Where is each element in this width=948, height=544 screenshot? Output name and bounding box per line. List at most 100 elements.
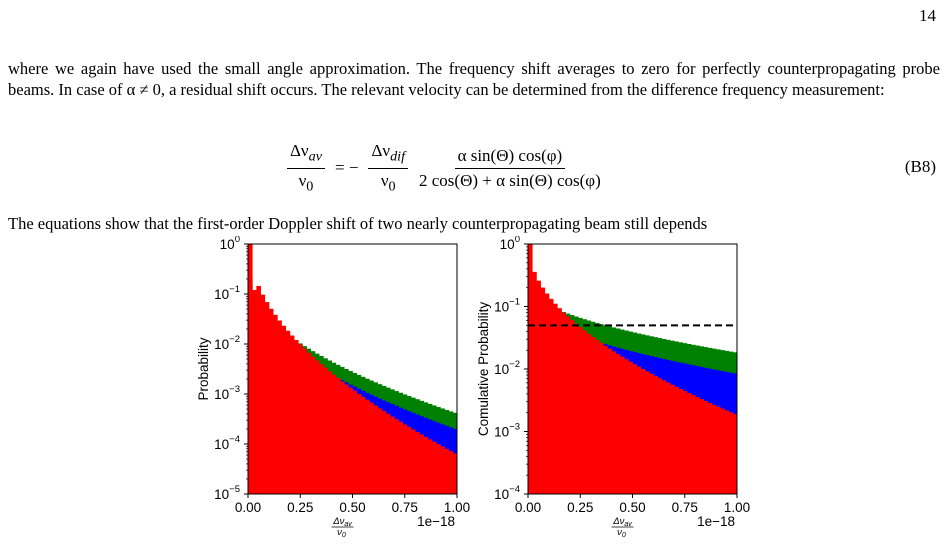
x-tick-label: 0.50 [619, 500, 645, 515]
histogram-bar [611, 351, 617, 494]
histogram-bar [569, 320, 575, 494]
histogram-bar [411, 429, 416, 494]
series-3-bars [528, 244, 738, 494]
histogram-bar [619, 356, 625, 494]
x-offset-text: 1e−18 [417, 514, 455, 529]
figure: 0.00 0.25 0.50 0.75 1.00 100 10−1 10−2 10−3 10−4 1… [0, 236, 948, 544]
histogram-bar [373, 405, 378, 494]
equation-b8: Δνav ν0 = − Δνdif ν0 α sin(Θ) cos(φ) 2 c… [0, 140, 948, 196]
y-tick-label: 10−4 [214, 434, 240, 452]
x-tick-label: 0.25 [287, 500, 313, 515]
histogram-bar [293, 340, 299, 494]
y-tick-label: 10−4 [494, 484, 520, 502]
lhs-fraction: Δνav ν0 [287, 141, 325, 195]
histogram-bar [406, 426, 412, 494]
histogram-bar [436, 444, 441, 494]
histogram-bar [402, 424, 408, 494]
histogram-bar [548, 298, 554, 494]
y-tick-label: 10−3 [494, 422, 520, 440]
x-offset-text: 1e−18 [697, 514, 735, 529]
histogram-bar [385, 413, 391, 494]
histogram-bar [398, 421, 404, 494]
histogram-bar [273, 314, 278, 494]
equation-label: (B8) [904, 157, 936, 176]
rhs1-denominator-sub: 0 [388, 177, 396, 194]
histogram-bar [419, 434, 424, 494]
lhs-denominator: ν [298, 170, 307, 190]
histogram-bar [607, 348, 612, 494]
lhs-numerator: Δν [290, 141, 309, 161]
equation-body: Δνav ν0 = − Δνdif ν0 α sin(Θ) cos(φ) 2 c… [283, 140, 608, 196]
histogram-bar [365, 399, 370, 494]
histogram-bar [252, 290, 257, 494]
histogram-bar [339, 381, 345, 494]
histogram-bar [448, 451, 454, 494]
histogram-bar [285, 330, 291, 494]
y-tick-label: 10−5 [214, 484, 240, 502]
y-tick-label: 10−1 [214, 284, 240, 302]
y-tick-label: 10−3 [214, 384, 240, 402]
chart-panel-1: 0.00 0.25 0.50 0.75 1.00 100 10−1 10−2 10−3 10−4 1… [196, 236, 470, 539]
histogram-bar [711, 404, 717, 494]
histogram-bar [628, 361, 633, 494]
histogram-bar [381, 411, 387, 494]
histogram-bar [289, 335, 295, 494]
histogram-bar [431, 441, 437, 494]
histogram-bar [716, 406, 721, 494]
histogram-bar [356, 393, 362, 494]
histogram-bar [665, 382, 671, 494]
histogram-bar [536, 280, 541, 494]
histogram-bar [565, 316, 571, 494]
y-tick-label: 10−2 [494, 359, 520, 377]
histogram-bar [452, 453, 458, 494]
histogram-bar [553, 303, 558, 494]
histogram-bar [540, 287, 546, 494]
histogram-bar [327, 371, 332, 494]
figure-svg: 0.00 0.25 0.50 0.75 1.00 100 10−1 10−2 10−3 10−4 1… [196, 236, 750, 539]
histogram-bar [344, 384, 349, 494]
histogram-bar [532, 271, 537, 494]
histogram-bar [302, 348, 307, 494]
x-tick-label: 0.00 [515, 500, 541, 515]
histogram-bar [360, 396, 366, 494]
histogram-bar [377, 408, 383, 494]
y-tick-label: 10−2 [214, 334, 240, 352]
histogram-bar [707, 402, 713, 494]
histogram-bar [394, 419, 399, 494]
histogram-bar [686, 393, 692, 494]
histogram-bar [256, 285, 261, 494]
histogram-bar [528, 244, 533, 494]
y-axis-label: Comulative Probability [476, 302, 491, 437]
histogram-bar [720, 408, 725, 494]
histogram-bar [674, 386, 679, 494]
paragraph-1: where we again have used the small angle… [8, 59, 940, 99]
histogram-bar [599, 342, 604, 494]
histogram-bar [691, 395, 696, 494]
histogram-bar [335, 378, 341, 494]
rhs1-numerator: Δν [371, 141, 391, 161]
histogram-bar [728, 412, 734, 494]
histogram-bar [653, 375, 658, 494]
histogram-bar [632, 364, 638, 494]
rhs1-numerator-sub: dif [390, 148, 406, 165]
histogram-bar [699, 399, 704, 494]
y-tick-label: 10−1 [494, 297, 520, 315]
x-axis-label-numerator: Δνav [332, 516, 352, 528]
y-tick-label: 100 [500, 236, 520, 252]
histogram-bar [732, 414, 738, 494]
histogram-bar [268, 308, 274, 494]
histogram-bar [323, 367, 328, 494]
histogram-bar [319, 364, 324, 494]
equals-sign: = − [335, 158, 359, 177]
histogram-bar [415, 432, 420, 494]
rhs-fraction-1: Δνdif ν0 [368, 141, 409, 195]
histogram-bar [590, 336, 596, 494]
histogram-bar [724, 410, 730, 494]
x-tick-label: 1.00 [724, 500, 750, 515]
histogram-bar [603, 345, 608, 494]
histogram-bar [670, 384, 675, 494]
histogram-bar [624, 359, 629, 494]
y-tick-label: 100 [220, 236, 240, 252]
histogram-bar [594, 340, 600, 494]
histogram-bar [369, 402, 374, 494]
